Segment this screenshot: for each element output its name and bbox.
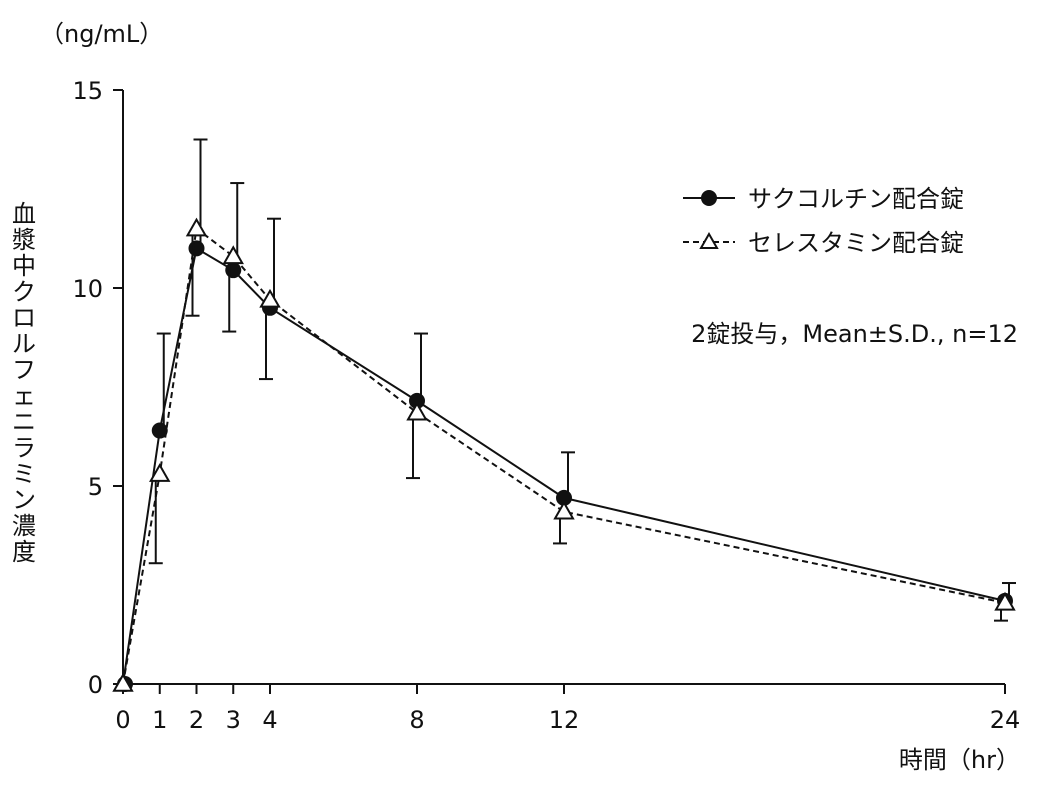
y-axis-title-char: 濃 (12, 512, 36, 540)
x-tick-label: 3 (226, 706, 241, 734)
y-axis-title: 血漿中クロルフェニラミン濃度 (12, 200, 36, 566)
data-point (406, 401, 428, 421)
chart-note: 2錠投与，Mean±S.D., n=12 (691, 320, 1018, 348)
legend-label: サクコルチン配合錠 (748, 185, 964, 213)
y-axis-title-char: フ (12, 356, 36, 384)
y-axis-title-char: ル (12, 330, 36, 358)
y-tick-label: 5 (88, 473, 103, 501)
y-axis-title-char: ン (12, 486, 36, 514)
series-2 (112, 217, 1016, 692)
data-point (556, 489, 572, 506)
legend-marker (701, 190, 717, 206)
data-point (225, 262, 242, 279)
x-axis-title: 時間（hr） (899, 746, 1020, 774)
data-point (151, 422, 168, 439)
y-axis-unit: （ng/mL） (40, 20, 163, 48)
y-axis-title-char: 度 (12, 538, 36, 566)
y-axis-title-char: 血 (12, 200, 36, 228)
y-tick-label: 10 (72, 275, 103, 303)
y-axis-title-char: ロ (12, 304, 36, 332)
x-tick-label: 12 (549, 706, 580, 734)
y-axis-title-char: 漿 (12, 226, 36, 254)
y-axis-title-char: ミ (12, 460, 36, 488)
y-tick-label: 15 (72, 77, 103, 105)
x-tick-label: 24 (990, 706, 1021, 734)
x-tick-label: 4 (262, 706, 277, 734)
data-point (222, 245, 244, 265)
series-layer (112, 138, 1016, 692)
legend-item-2: セレスタミン配合錠 (683, 229, 964, 257)
y-axis-title-char: ェ (12, 382, 36, 410)
data-point (994, 591, 1016, 611)
legend-item-1: サクコルチン配合錠 (683, 185, 964, 213)
y-axis-title-char: ニ (12, 408, 36, 436)
x-tick-label: 0 (115, 706, 130, 734)
y-axis-title-char: ラ (12, 434, 36, 462)
data-point (185, 217, 208, 237)
data-point (553, 500, 575, 520)
legend-marker (699, 231, 719, 249)
series-1 (117, 138, 1016, 692)
data-point (259, 288, 281, 308)
x-tick-label: 8 (409, 706, 424, 734)
data-point (409, 392, 425, 409)
y-tick-label: 0 (88, 671, 103, 699)
data-point (112, 672, 134, 692)
series-line (122, 246, 1006, 685)
legend-label: セレスタミン配合錠 (748, 229, 964, 257)
data-point (149, 463, 171, 482)
series-line (122, 226, 1006, 685)
x-tick-label: 1 (152, 706, 167, 734)
y-axis-title-char: ク (12, 278, 36, 306)
y-axis-title-char: 中 (12, 252, 36, 280)
x-tick-label: 2 (189, 706, 204, 734)
data-point (188, 240, 205, 257)
